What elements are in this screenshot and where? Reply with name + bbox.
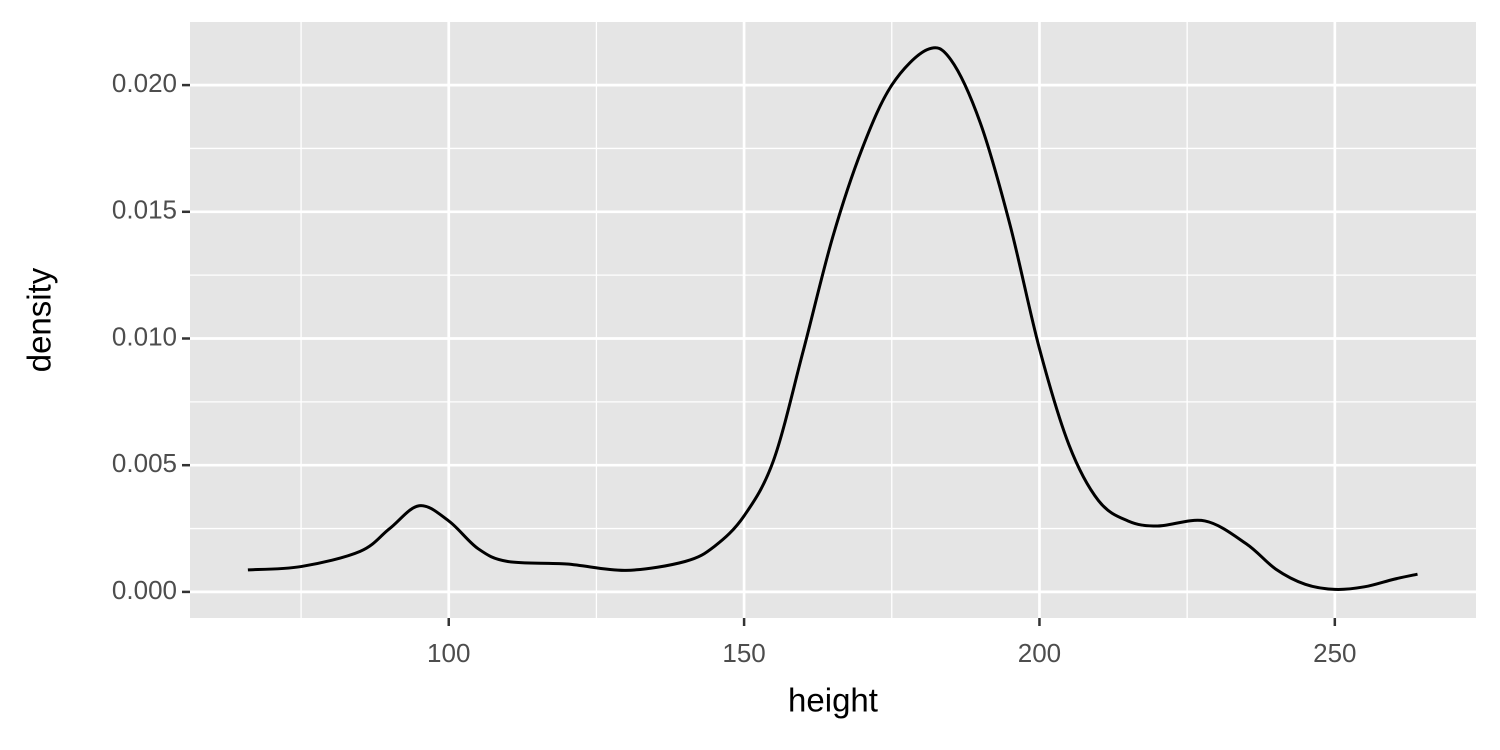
x-tick-label: 100 — [427, 638, 470, 668]
panel — [190, 22, 1476, 618]
x-axis-title: height — [788, 682, 878, 719]
x-tick-label: 250 — [1313, 638, 1356, 668]
x-tick-label: 200 — [1018, 638, 1061, 668]
y-axis-title: density — [21, 267, 58, 372]
density-line — [247, 46, 1418, 591]
y-tick-label: 0.000 — [112, 575, 177, 605]
y-tick-label: 0.015 — [112, 195, 177, 225]
y-tick-label: 0.020 — [112, 68, 177, 98]
x-tick-label: 150 — [722, 638, 765, 668]
y-tick-label: 0.010 — [112, 321, 177, 351]
y-tick-label: 0.005 — [112, 448, 177, 478]
